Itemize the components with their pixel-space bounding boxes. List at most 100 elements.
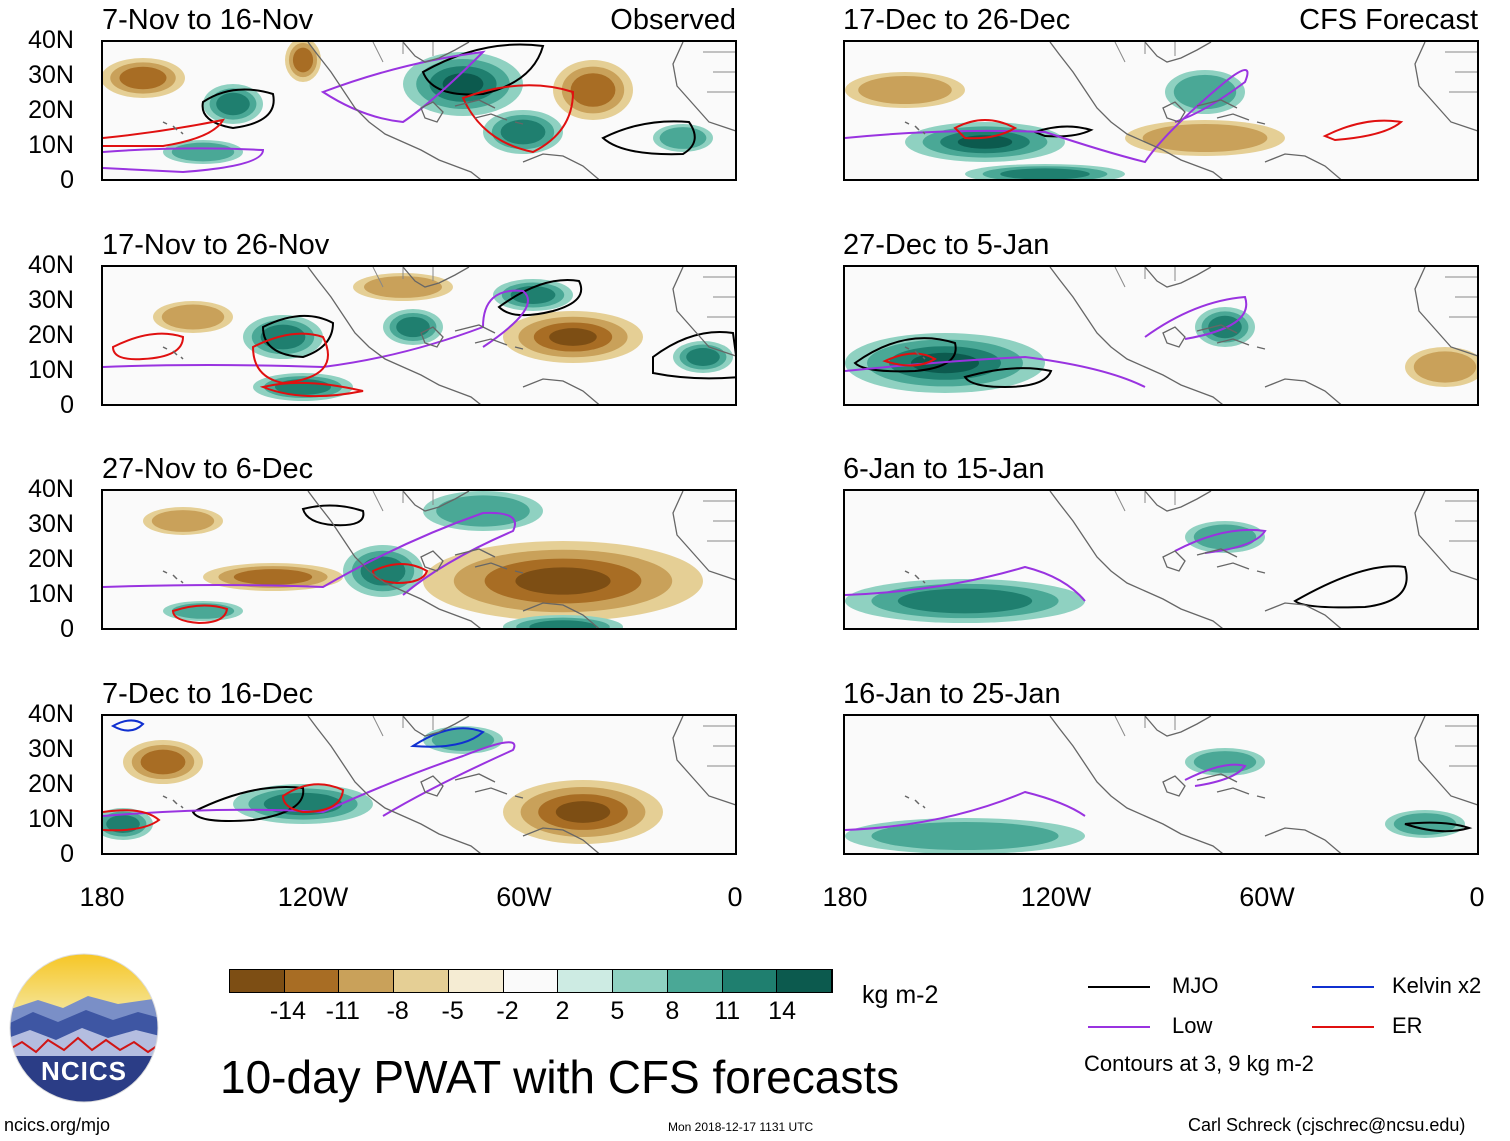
coastline [1264, 153, 1342, 179]
coastline [372, 267, 434, 288]
caribbean-islands [454, 773, 524, 799]
coastline [1114, 42, 1176, 63]
colorbar-label: 8 [665, 997, 680, 1025]
footer-timestamp: Mon 2018-12-17 1131 UTC [668, 1120, 814, 1134]
lat-label: 10N [28, 580, 74, 608]
anomaly-shading [260, 324, 306, 350]
coastline [1144, 716, 1212, 737]
lat-label: 40N [28, 251, 74, 279]
anomaly-shading [871, 821, 1059, 851]
lat-label: 0 [60, 391, 74, 419]
anomaly-shading [119, 66, 167, 90]
map-plot [103, 716, 735, 853]
lon-label: 0 [1469, 882, 1485, 912]
hawaii-islands [162, 570, 184, 584]
coastline [420, 101, 444, 123]
cfs-forecast-label: CFS Forecast [1299, 4, 1478, 36]
contour-note: Contours at 3, 9 kg m-2 [1084, 1051, 1314, 1076]
coastline [402, 42, 470, 63]
colorbar-box [230, 970, 285, 992]
anomaly-shading [151, 510, 215, 532]
colorbar-label: -5 [441, 997, 464, 1025]
lon-label: 120W [277, 882, 349, 912]
caribbean-islands [1196, 324, 1266, 350]
colorbar-box [339, 970, 395, 992]
anomaly-shading [233, 569, 313, 585]
panel-title: 7-Dec to 16-Dec [102, 678, 314, 710]
caribbean-islands [1196, 548, 1266, 574]
low-contour [845, 763, 1247, 831]
coastline [402, 716, 470, 737]
footer-url[interactable]: ncics.org/mjo [4, 1115, 111, 1135]
lat-label: 40N [28, 26, 74, 54]
anomaly-shading [442, 73, 484, 95]
coastline [672, 491, 735, 581]
coastline [1162, 101, 1186, 123]
anomaly-shading [396, 316, 430, 338]
hawaii-islands [162, 121, 184, 135]
lon-label: 60W [1239, 882, 1295, 912]
coastline [672, 267, 735, 357]
colorbar-box [284, 970, 340, 992]
logo-text: NCICS [41, 1056, 127, 1086]
coastline [1114, 491, 1176, 512]
lon-label: 120W [1020, 882, 1092, 912]
anomaly-shading [1000, 168, 1090, 179]
lat-label: 30N [28, 510, 74, 538]
anomaly-shading [549, 328, 597, 346]
coastline [1162, 775, 1186, 797]
lon-label: 0 [727, 882, 743, 912]
mjo-line [1088, 986, 1150, 988]
coastline [1414, 491, 1477, 581]
map-panel [843, 265, 1479, 406]
coastline [307, 716, 481, 853]
coastline [703, 276, 735, 318]
coastline [372, 716, 434, 737]
legend-kelvin: Kelvin x2 [1392, 973, 1482, 998]
anomaly-shading [364, 276, 442, 298]
er-contour [1322, 119, 1404, 142]
kelvin-line [1312, 986, 1374, 988]
er-contour [281, 783, 345, 814]
low-contour [103, 741, 516, 817]
colorbar-box [394, 970, 449, 992]
colorbar-box [558, 970, 614, 992]
colorbar-label: -11 [325, 997, 360, 1025]
lat-label: 30N [28, 61, 74, 89]
mjo-contour [261, 314, 335, 359]
coastline [1114, 267, 1176, 288]
coastline [1414, 42, 1477, 132]
panel-title: 17-Nov to 26-Nov [102, 229, 330, 261]
anomaly-shading [686, 348, 720, 366]
coastline [1445, 500, 1477, 542]
map-panel [843, 489, 1479, 630]
lat-label: 20N [28, 321, 74, 349]
caribbean-islands [454, 324, 524, 350]
low-contour [845, 528, 1267, 602]
coastline [307, 491, 481, 628]
coastline [402, 267, 470, 288]
low-contour [103, 511, 516, 596]
coastline [1445, 276, 1477, 318]
anomaly-shading [1142, 123, 1268, 153]
anomaly-shading [1393, 813, 1457, 835]
colorbar-box [448, 970, 504, 992]
colorbar-label: 2 [555, 997, 570, 1025]
lon-label: 60W [496, 882, 552, 912]
coastline [372, 42, 434, 63]
coastline [1144, 491, 1212, 512]
colorbar-box [613, 970, 668, 992]
lat-label: 0 [60, 840, 74, 868]
mjo-contour [853, 337, 957, 373]
coastline [1162, 326, 1186, 348]
anomaly-shading [515, 567, 611, 595]
hawaii-islands [904, 121, 926, 135]
colorbar-label: -14 [269, 997, 306, 1025]
map-panel [101, 265, 737, 406]
coastline [1264, 378, 1342, 404]
mjo-contour [652, 331, 735, 380]
hawaii-islands [904, 795, 926, 809]
coastline [1264, 827, 1342, 853]
lat-label: 20N [28, 770, 74, 798]
colorbar-boxes [229, 969, 833, 993]
